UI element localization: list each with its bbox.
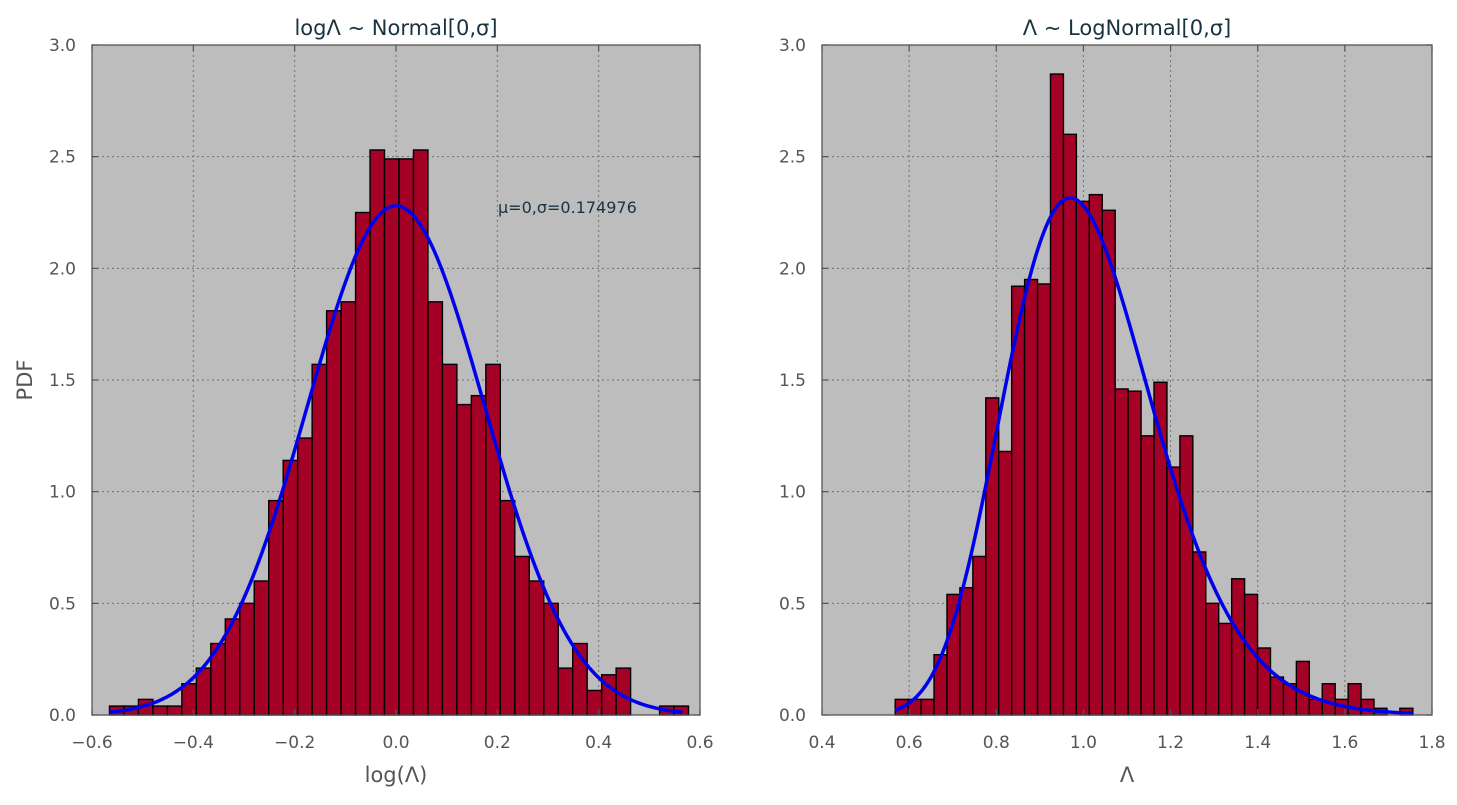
histogram-bar (398, 158, 415, 716)
histogram-bar (1205, 602, 1220, 716)
histogram-bar (441, 363, 458, 716)
histogram-bar (340, 301, 357, 716)
x-tick-label: 0.6 (686, 733, 713, 753)
histogram-bar (195, 667, 212, 716)
histogram-bar (543, 602, 559, 716)
histogram-bar (1269, 676, 1285, 716)
right-histogram-panel: 0.4 0.6 0.8 1.0 1.2 1.4 1.6 1.8 0.0 0.5 1.0 1.5 2.0 2… (779, 16, 1446, 787)
y-tick-label: 1.5 (779, 371, 806, 391)
x-tick-label: 0.8 (983, 733, 1010, 753)
histogram-bar (959, 587, 974, 716)
histogram-bar (528, 580, 545, 716)
x-tick-label: −0.6 (71, 733, 112, 753)
x-tick-label: 1.2 (1157, 733, 1184, 753)
histogram-bar (311, 363, 328, 716)
histogram-bar (1295, 660, 1311, 716)
histogram-bar (456, 403, 473, 716)
y-tick-label: 0.0 (49, 706, 76, 726)
histogram-bar (354, 211, 371, 716)
histogram-bar (296, 437, 313, 716)
histogram-bar (152, 705, 169, 716)
chart-title: logΛ ∼ Normal[0,σ] (294, 16, 497, 40)
x-tick-label: 0.6 (896, 733, 923, 753)
histogram-bar (1075, 200, 1091, 716)
histogram-bar (268, 499, 284, 716)
y-tick-label: 1.5 (49, 371, 76, 391)
histogram-bar (239, 602, 255, 716)
x-tick-label: 1.4 (1244, 733, 1271, 753)
histogram-bar (998, 450, 1013, 716)
histogram-bar (514, 555, 530, 716)
parameter-annotation: μ=0,σ=0.174976 (498, 198, 637, 217)
histogram-bar (586, 689, 603, 716)
histogram-bar (499, 499, 516, 716)
chart-title: Λ ∼ LogNormal[0,σ] (1023, 16, 1232, 40)
histogram-bar (369, 149, 386, 716)
y-tick-label: 0.5 (49, 594, 76, 614)
y-tick-label: 1.0 (779, 483, 806, 503)
histogram-bar (253, 580, 270, 716)
y-tick-label: 2.0 (49, 259, 76, 279)
y-tick-label: 2.5 (49, 148, 76, 168)
y-tick-label: 0.5 (779, 594, 806, 614)
histogram-bar (920, 698, 935, 716)
histogram-bar (325, 310, 342, 716)
y-tick-label: 2.5 (779, 148, 806, 168)
histogram-bar (1308, 698, 1323, 716)
x-tick-label: 1.8 (1418, 733, 1445, 753)
x-tick-label: 1.0 (1070, 733, 1097, 753)
y-tick-label: 3.0 (49, 36, 76, 56)
histogram-bar (1062, 133, 1078, 716)
histogram-bar (1023, 278, 1039, 716)
y-axis-label: PDF (13, 360, 37, 401)
x-tick-label: 0.4 (808, 733, 835, 753)
histogram-bar (1114, 388, 1129, 716)
x-tick-label: −0.4 (173, 733, 214, 753)
y-tick-label: 1.0 (49, 483, 76, 503)
histogram-bar (282, 459, 299, 716)
histogram-bar (1140, 435, 1155, 716)
histogram-bar (1101, 209, 1116, 716)
x-tick-label: 0.0 (382, 733, 409, 753)
histogram-bar (1088, 193, 1103, 716)
histogram-bar (1192, 551, 1207, 716)
histogram-bar (1230, 578, 1246, 716)
histogram-bar (1218, 622, 1233, 716)
histogram-bar (181, 683, 198, 716)
x-tick-label: 0.2 (484, 733, 511, 753)
histogram-bar (166, 705, 183, 716)
y-tick-label: 0.0 (779, 706, 806, 726)
x-tick-label: 0.4 (585, 733, 612, 753)
histogram-bar (1166, 466, 1181, 716)
x-tick-label: 1.6 (1331, 733, 1358, 753)
x-tick-label: −0.2 (274, 733, 315, 753)
histogram-bar (557, 667, 574, 716)
left-histogram-panel: −0.6 −0.4 −0.2 0.0 0.2 0.4 0.6 0.0 0.5 1.0 1.5 2.0 2… (13, 16, 714, 787)
histogram-bar (427, 301, 444, 716)
histogram-bar (383, 158, 400, 716)
density-curve (894, 196, 1413, 716)
histogram-bar (1360, 698, 1375, 716)
histogram-bar (1036, 283, 1052, 716)
histogram-bar (1179, 435, 1194, 716)
histogram-bar (972, 555, 987, 716)
density-curve (109, 204, 683, 714)
y-tick-label: 3.0 (779, 36, 806, 56)
y-tick-label: 2.0 (779, 259, 806, 279)
histogram-bar (470, 394, 487, 716)
histogram-bar (1049, 73, 1065, 716)
x-axis-label: Λ (1120, 763, 1135, 787)
histogram-bar (1127, 390, 1142, 716)
x-axis-label: log(Λ) (365, 763, 428, 787)
